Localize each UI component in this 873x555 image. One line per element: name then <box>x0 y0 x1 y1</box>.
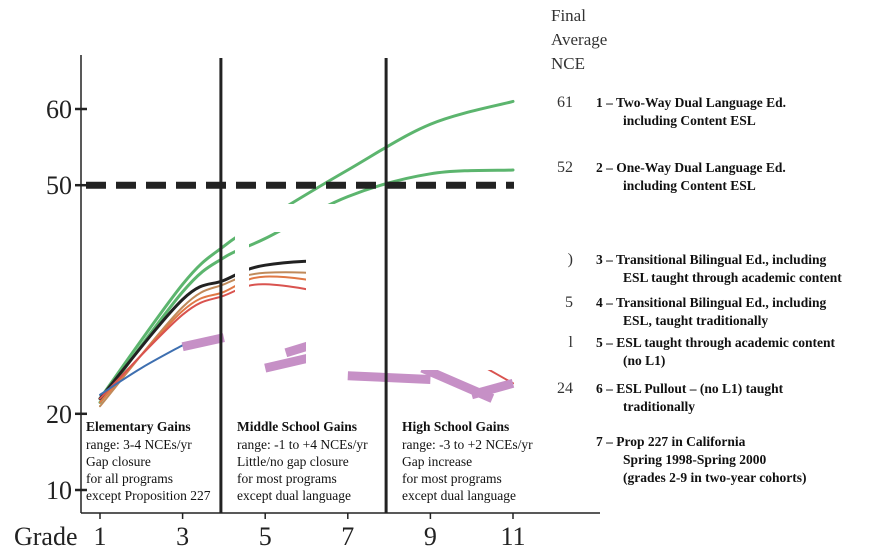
final-value-6: 24 <box>557 380 573 397</box>
occlusion-masks <box>235 200 536 370</box>
legend-entry-5: 5 – ESL taught through academic content <box>596 335 836 350</box>
chart-text: 60 50 20 10 1 3 5 7 9 11 Grade Elementary Gains rang… <box>14 6 842 551</box>
x-axis-label: Grade <box>14 522 78 551</box>
stage-text-line: except dual language <box>402 488 516 503</box>
stage-text-line: range: 3-4 NCEs/yr <box>86 437 192 452</box>
legend-entry-1: 1 – Two-Way Dual Language Ed. <box>596 95 786 110</box>
x-tick-label: 11 <box>500 522 525 551</box>
legend-entry-4: ESL, taught traditionally <box>623 313 768 328</box>
occlusion-mask <box>235 200 249 370</box>
stage-text-line: Gap closure <box>86 454 151 469</box>
stage-title: Elementary Gains <box>86 419 191 434</box>
stage-text-line: Gap increase <box>402 454 472 469</box>
legend-entry-2: including Content ESL <box>623 178 756 193</box>
final-header-line: Final <box>551 6 586 25</box>
legend-entry-7: 7 – Prop 227 in California <box>596 434 746 449</box>
final-header-line: NCE <box>551 54 585 73</box>
legend-entry-1: including Content ESL <box>623 113 756 128</box>
prop227-segment-4 <box>347 371 431 385</box>
stage-title: Middle School Gains <box>237 419 357 434</box>
final-header-line: Average <box>551 30 607 49</box>
prop227-segment-6 <box>470 378 515 400</box>
legend-entry-6: traditionally <box>623 399 695 414</box>
legend-entry-7: (grades 2-9 in two-year cohorts) <box>623 470 806 485</box>
stage-text-line: except dual language <box>237 488 351 503</box>
x-tick-label: 1 <box>94 522 107 551</box>
axes <box>75 55 600 519</box>
final-value-2: 52 <box>557 159 573 176</box>
stage-text-line: Little/no gap closure <box>237 454 349 469</box>
stage-text-line: for most programs <box>402 471 502 486</box>
x-tick-label: 3 <box>176 522 189 551</box>
series-lines <box>98 99 515 408</box>
final-value-5: l <box>569 334 574 351</box>
final-value-3: ) <box>568 251 573 268</box>
final-value-1: 61 <box>557 94 573 111</box>
stage-text-line: for all programs <box>86 471 173 486</box>
legend-entry-5: (no L1) <box>623 353 665 368</box>
legend-entry-6: 6 – ESL Pullout – (no L1) taught <box>596 381 784 396</box>
prop227-segment-1 <box>181 333 225 352</box>
legend-entry-4: 4 – Transitional Bilingual Ed., includin… <box>596 295 826 310</box>
occlusion-mask <box>306 204 536 370</box>
series-line-2 <box>98 168 515 404</box>
y-tick-label: 20 <box>46 400 72 429</box>
legend-entry-7: Spring 1998-Spring 2000 <box>623 452 767 467</box>
x-tick-label: 9 <box>424 522 437 551</box>
stage-text-line: except Proposition 227 <box>86 488 211 503</box>
x-tick-label: 7 <box>341 522 354 551</box>
stage-text-line: for most programs <box>237 471 337 486</box>
legend-entry-3: ESL taught through academic content <box>623 270 842 285</box>
stage-title: High School Gains <box>402 419 509 434</box>
stage-text-line: range: -1 to +4 NCEs/yr <box>237 437 368 452</box>
x-tick-label: 5 <box>259 522 272 551</box>
occlusion-mask <box>236 204 308 232</box>
final-value-4: 5 <box>565 294 573 311</box>
y-tick-label: 10 <box>46 476 72 505</box>
y-tick-label: 60 <box>46 95 72 124</box>
legend-entry-3: 3 – Transitional Bilingual Ed., includin… <box>596 252 826 267</box>
stage-text-line: range: -3 to +2 NCEs/yr <box>402 437 533 452</box>
y-tick-label: 50 <box>46 171 72 200</box>
legend-entry-2: 2 – One-Way Dual Language Ed. <box>596 160 786 175</box>
series-line-7 <box>99 344 184 396</box>
